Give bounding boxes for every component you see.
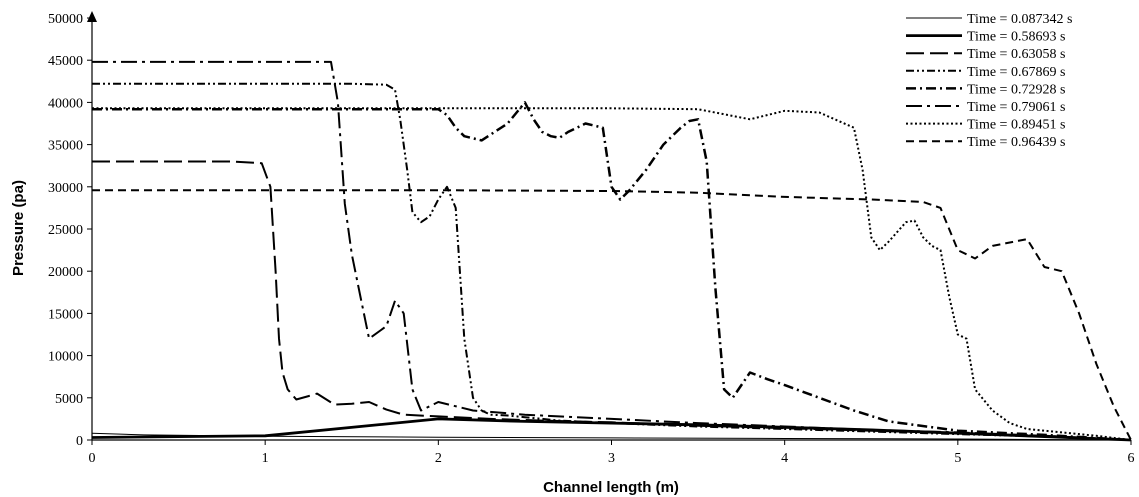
series-line-3: [92, 160, 1132, 441]
legend-label: Time = 0.63058 s: [967, 47, 1065, 62]
y-tick-label: 40000: [48, 96, 83, 111]
y-ticks: 0 5000 10000 15000 20000 25000 30000 35000 40000…: [48, 12, 92, 449]
series-line-5: [92, 101, 1132, 442]
y-tick-label: 30000: [48, 181, 83, 196]
y-axis-title: Pressure (pa): [10, 180, 27, 276]
series-line-8: [92, 189, 1132, 441]
y-tick-label: 25000: [48, 223, 83, 238]
series-line-4: [92, 82, 1132, 441]
y-tick-label: 50000: [48, 12, 83, 27]
y-tick-label: 15000: [48, 307, 83, 322]
y-tick-label: 10000: [48, 350, 83, 365]
x-tick-label: 4: [781, 451, 788, 466]
x-axis-title: Channel length (m): [543, 479, 679, 496]
y-axis-arrow: [87, 11, 97, 22]
x-tick-label: 2: [435, 451, 442, 466]
series-line-7: [92, 107, 1132, 441]
legend: Time = 0.087342 s Time = 0.58693 s Time = …: [906, 12, 1072, 150]
legend-label: Time = 0.67869 s: [967, 65, 1065, 80]
x-tick-label: 1: [262, 451, 269, 466]
legend-label: Time = 0.087342 s: [967, 12, 1072, 27]
legend-label: Time = 0.89451 s: [967, 118, 1065, 133]
x-tick-label: 0: [89, 451, 96, 466]
series-layer: [91, 60, 1132, 442]
legend-label: Time = 0.72928 s: [967, 82, 1065, 97]
y-tick-label: 45000: [48, 54, 83, 69]
series-line-6: [92, 60, 1132, 441]
y-tick-label: 35000: [48, 139, 83, 154]
y-tick-label: 5000: [55, 392, 83, 407]
x-tick-label: 5: [954, 451, 961, 466]
x-tick-label: 3: [608, 451, 615, 466]
legend-label: Time = 0.79061 s: [967, 100, 1065, 115]
legend-label: Time = 0.58693 s: [967, 30, 1065, 45]
y-tick-label: 20000: [48, 265, 83, 280]
x-ticks: 0 1 2 3 4 5 6: [89, 440, 1135, 466]
y-tick-label: 0: [76, 434, 83, 449]
series-line-1: [91, 432, 1132, 441]
legend-label: Time = 0.96439 s: [967, 135, 1065, 150]
x-tick-label: 6: [1128, 451, 1135, 466]
